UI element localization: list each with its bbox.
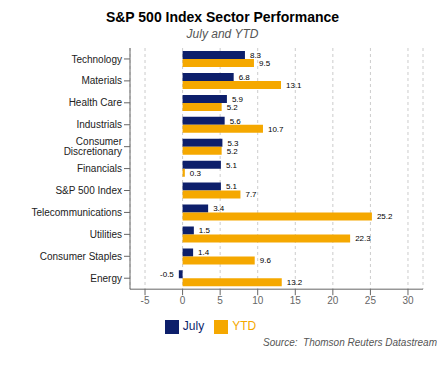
- svg-text:5.1: 5.1: [226, 182, 238, 191]
- svg-text:6.8: 6.8: [239, 73, 251, 82]
- svg-text:1.4: 1.4: [198, 248, 210, 257]
- svg-text:5.6: 5.6: [230, 117, 242, 126]
- html-text:July and YTD: July and YTD: [186, 27, 259, 41]
- svg-text:Materials: Materials: [81, 75, 122, 86]
- svg-text:3.4: 3.4: [213, 204, 225, 213]
- svg-text:Utilities: Utilities: [90, 229, 122, 240]
- svg-text:S&P 500 Index: S&P 500 Index: [55, 185, 122, 196]
- svg-text:13.1: 13.1: [286, 81, 302, 90]
- svg-text:5.3: 5.3: [227, 138, 239, 148]
- svg-text:0.3: 0.3: [190, 169, 202, 178]
- svg-text:22.3: 22.3: [355, 234, 371, 243]
- svg-text:Financials: Financials: [77, 163, 122, 174]
- svg-text:8.3: 8.3: [249, 50, 262, 60]
- svg-text:5.2: 5.2: [227, 147, 239, 156]
- svg-text:5: 5: [217, 295, 223, 306]
- svg-text:30: 30: [402, 295, 414, 306]
- svg-text:Industrials: Industrials: [76, 119, 122, 130]
- html-text:July: July: [182, 319, 205, 334]
- svg-text:5.1: 5.1: [226, 161, 238, 170]
- html-text:YTD: YTD: [232, 319, 257, 334]
- svg-text:9.5: 9.5: [259, 59, 271, 68]
- svg-text:25: 25: [365, 295, 377, 306]
- svg-text:10.7: 10.7: [268, 125, 284, 134]
- svg-text:Health Care: Health Care: [69, 97, 123, 108]
- svg-text:1.5: 1.5: [199, 226, 211, 235]
- svg-text:ConsumerDiscretionary: ConsumerDiscretionary: [64, 136, 123, 157]
- svg-text:5.9: 5.9: [231, 94, 243, 104]
- svg-text:25.2: 25.2: [377, 212, 393, 221]
- svg-text:Energy: Energy: [90, 273, 122, 284]
- svg-text:9.6: 9.6: [260, 256, 272, 265]
- svg-text:13.2: 13.2: [287, 278, 303, 287]
- svg-text:Technology: Technology: [71, 54, 122, 65]
- svg-text:Telecommunications: Telecommunications: [31, 207, 122, 218]
- svg-text:Consumer Staples: Consumer Staples: [40, 251, 122, 262]
- svg-text:20: 20: [327, 295, 339, 306]
- svg-text:7.7: 7.7: [245, 190, 257, 199]
- svg-text:15: 15: [290, 295, 302, 306]
- html-text:S&P 500 Index Sector Performan: S&P 500 Index Sector Performance: [105, 9, 340, 25]
- svg-text:10: 10: [252, 295, 264, 306]
- svg-text:-0.5: -0.5: [160, 270, 174, 279]
- svg-text:0: 0: [180, 295, 186, 306]
- html-text:Source: Thomson Reuters Datast: Source: Thomson Reuters Datastream: [263, 337, 437, 348]
- svg-text:-5: -5: [141, 295, 150, 306]
- svg-text:5.2: 5.2: [227, 103, 239, 112]
